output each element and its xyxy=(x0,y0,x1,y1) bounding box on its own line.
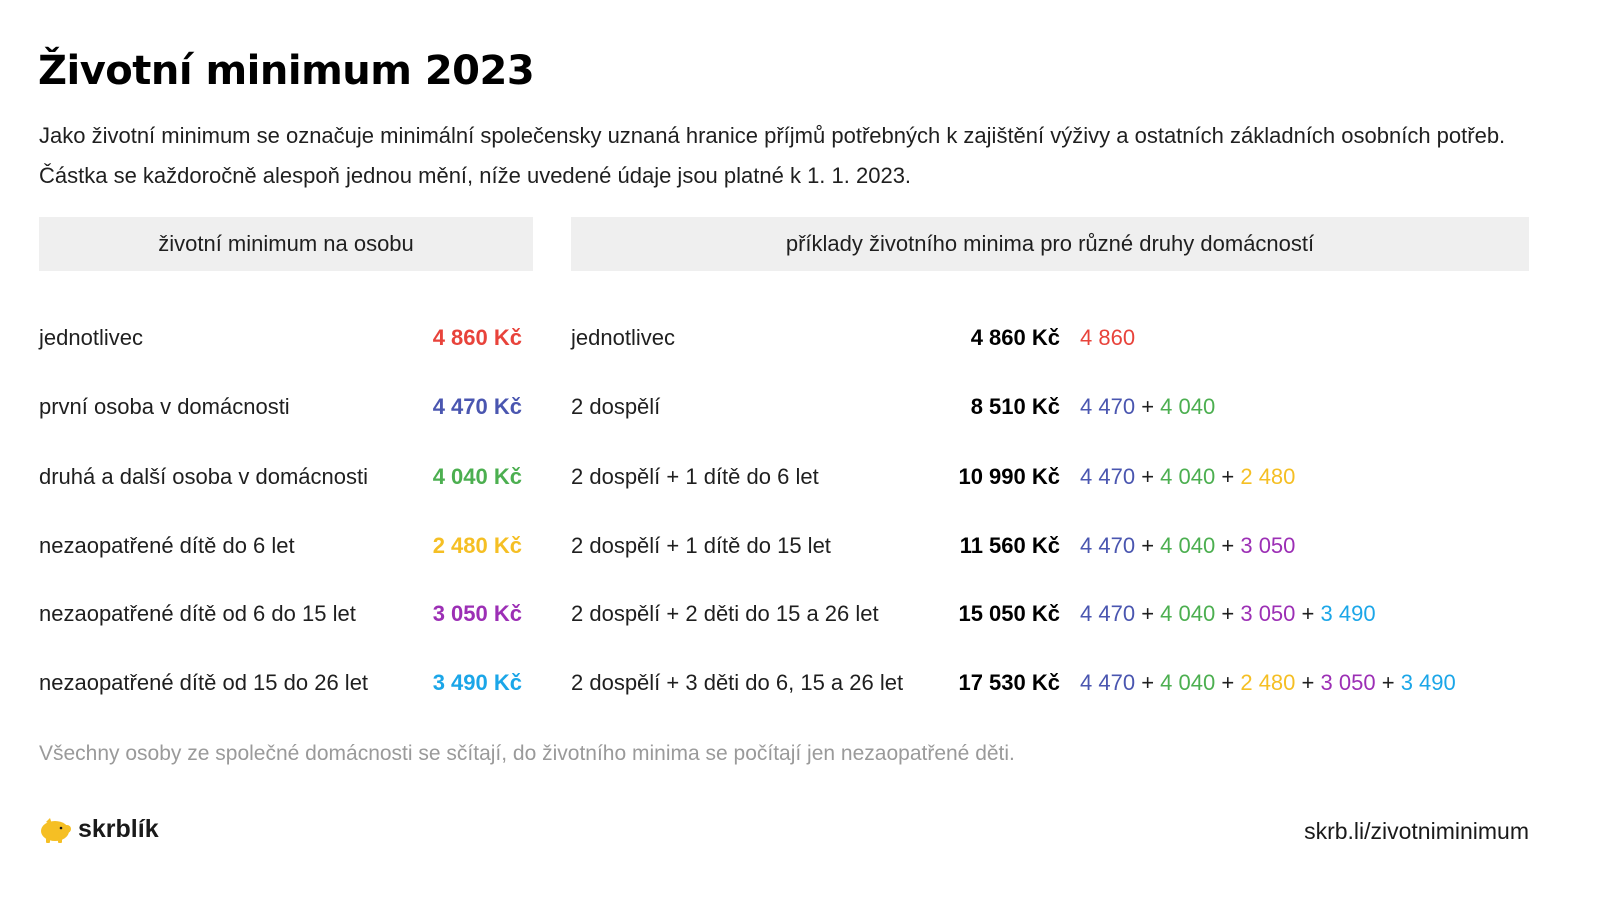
footnote: Všechny osoby ze společné domácnosti se … xyxy=(39,742,1015,765)
logo-text: skrblík xyxy=(78,815,159,843)
header-households: příklady životního minima pro různé druh… xyxy=(571,217,1529,271)
per-person-value: 3 050 Kč xyxy=(432,601,522,626)
per-person-value: 4 040 Kč xyxy=(432,464,522,489)
formula-part: 3 050 xyxy=(1240,601,1296,626)
household-total: 8 510 Kč xyxy=(970,394,1060,419)
formula-part: 4 040 xyxy=(1160,601,1216,626)
formula-part: 2 480 xyxy=(1240,670,1296,695)
table-row: nezaopatřené dítě do 6 let 2 480 Kč 2 dosp… xyxy=(0,526,1599,566)
page-title: Životní minimum 2023 xyxy=(38,48,535,94)
plus-sign: + xyxy=(1221,670,1235,695)
formula-part: 4 040 xyxy=(1160,394,1216,419)
plus-sign: + xyxy=(1141,670,1155,695)
plus-sign: + xyxy=(1221,464,1235,489)
household-formula: 4 470 + 4 040 + 3 050 xyxy=(1080,526,1295,566)
household-total: 4 860 Kč xyxy=(970,325,1060,350)
household-total: 15 050 Kč xyxy=(958,601,1060,626)
per-person-label: první osoba v domácnosti xyxy=(39,394,290,419)
plus-sign: + xyxy=(1301,670,1315,695)
plus-sign: + xyxy=(1141,464,1155,489)
plus-sign: + xyxy=(1141,533,1155,558)
piggy-bank-icon xyxy=(41,817,71,843)
household-formula: 4 860 xyxy=(1080,318,1135,358)
household-formula: 4 470 + 4 040 + 2 480 xyxy=(1080,457,1295,497)
header-per-person: životní minimum na osobu xyxy=(39,217,533,271)
plus-sign: + xyxy=(1141,601,1155,626)
plus-sign: + xyxy=(1221,601,1235,626)
household-total: 10 990 Kč xyxy=(958,464,1060,489)
household-label: 2 dospělí + 1 dítě do 15 let xyxy=(571,533,831,558)
per-person-label: nezaopatřené dítě od 15 do 26 let xyxy=(39,670,369,695)
intro-paragraph: Jako životní minimum se označuje minimál… xyxy=(39,123,1506,188)
per-person-label: jednotlivec xyxy=(39,325,143,350)
table-row: druhá a další osoba v domácnosti 4 040 Kč… xyxy=(0,457,1599,497)
table-row: jednotlivec 4 860 Kč jednotlivec 4 860 Kč 4 … xyxy=(0,318,1599,358)
formula-part: 4 860 xyxy=(1080,325,1136,350)
per-person-value: 2 480 Kč xyxy=(432,533,522,558)
plus-sign: + xyxy=(1141,394,1155,419)
source-url: skrb.li/zivotniminimum xyxy=(1304,818,1529,844)
formula-part: 3 050 xyxy=(1320,670,1376,695)
formula-part: 3 490 xyxy=(1320,601,1376,626)
household-label: 2 dospělí xyxy=(571,394,661,419)
formula-part: 2 480 xyxy=(1240,464,1296,489)
table-row: nezaopatřené dítě od 15 do 26 let 3 490 K… xyxy=(0,663,1599,703)
per-person-value: 4 860 Kč xyxy=(432,325,522,350)
household-formula: 4 470 + 4 040 + 2 480 + 3 050 + 3 490 xyxy=(1080,663,1456,703)
household-total: 11 560 Kč xyxy=(959,533,1060,558)
table-row: první osoba v domácnosti 4 470 Kč 2 dospěl… xyxy=(0,387,1599,427)
per-person-label: nezaopatřené dítě do 6 let xyxy=(39,533,295,558)
formula-part: 4 470 xyxy=(1080,533,1136,558)
formula-part: 4 470 xyxy=(1080,670,1136,695)
formula-part: 4 470 xyxy=(1080,464,1136,489)
logo: skrblík xyxy=(38,815,159,844)
formula-part: 4 470 xyxy=(1080,601,1136,626)
table-row: nezaopatřené dítě od 6 do 15 let 3 050 Kč… xyxy=(0,594,1599,634)
household-label: 2 dospělí + 1 dítě do 6 let xyxy=(571,464,819,489)
household-formula: 4 470 + 4 040 xyxy=(1080,387,1215,427)
plus-sign: + xyxy=(1381,670,1395,695)
household-label: jednotlivec xyxy=(571,325,675,350)
formula-part: 4 040 xyxy=(1160,533,1216,558)
per-person-label: druhá a další osoba v domácnosti xyxy=(39,464,368,489)
household-formula: 4 470 + 4 040 + 3 050 + 3 490 xyxy=(1080,594,1376,634)
plus-sign: + xyxy=(1221,533,1235,558)
formula-part: 4 470 xyxy=(1080,394,1136,419)
per-person-value: 3 490 Kč xyxy=(432,670,522,695)
formula-part: 3 490 xyxy=(1400,670,1456,695)
household-total: 17 530 Kč xyxy=(958,670,1060,695)
per-person-value: 4 470 Kč xyxy=(432,394,522,419)
plus-sign: + xyxy=(1301,601,1315,626)
household-label: 2 dospělí + 2 děti do 15 a 26 let xyxy=(571,601,879,626)
household-label: 2 dospělí + 3 děti do 6, 15 a 26 let xyxy=(571,670,904,695)
formula-part: 4 040 xyxy=(1160,464,1216,489)
formula-part: 3 050 xyxy=(1240,533,1296,558)
per-person-label: nezaopatřené dítě od 6 do 15 let xyxy=(39,601,356,626)
formula-part: 4 040 xyxy=(1160,670,1216,695)
